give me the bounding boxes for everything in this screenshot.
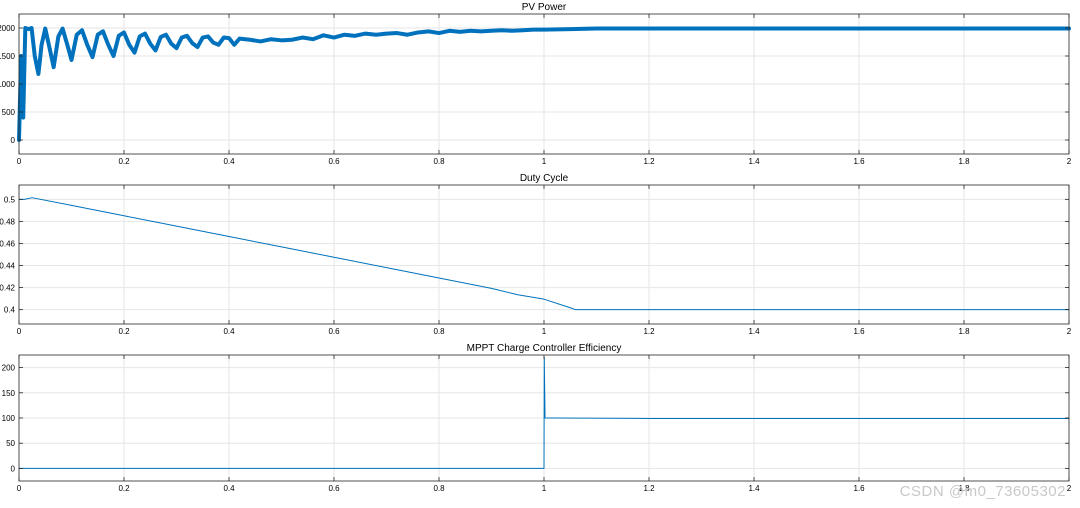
x-tick-label: 1.4 [748,157,760,166]
y-tick-label: 0 [11,464,16,473]
x-tick-label: 0.2 [118,484,130,493]
y-tick-label: 2000 [0,24,16,33]
y-tick-label: 0.46 [0,239,16,248]
plot-title: Duty Cycle [520,173,569,184]
x-tick-label: 1.4 [748,484,760,493]
x-tick-label: 2 [1067,157,1072,166]
x-tick-label: 0.8 [433,484,445,493]
y-tick-label: 500 [2,108,16,117]
x-tick-label: 1.2 [643,327,655,336]
x-tick-label: 0 [17,157,22,166]
x-tick-label: 0 [17,327,22,336]
x-tick-label: 0.6 [328,157,340,166]
y-tick-label: 150 [2,389,16,398]
y-tick-label: 0 [11,136,16,145]
plot-panel-1: 0 0.2 0.4 0.6 0.8 1 1.2 1.4 1.6 1.8 2 0 500 1000 1500 2… [0,2,1072,166]
y-tick-label: 200 [2,364,16,373]
csdn-watermark: CSDN @m0_73605302 [899,483,1066,500]
x-tick-label: 1.6 [853,484,865,493]
x-tick-label: 1.2 [643,484,655,493]
plot-panel-3: 0 0.2 0.4 0.6 0.8 1 1.2 1.4 1.6 1.8 2 0 50 100 150 200 M… [2,343,1072,493]
x-tick-label: 1.6 [853,157,865,166]
x-tick-label: 1.8 [958,484,970,493]
x-tick-label: 2 [1067,327,1072,336]
y-tick-label: 1500 [0,52,16,61]
x-tick-label: 1.4 [748,327,760,336]
x-tick-label: 0.8 [433,157,445,166]
x-tick-label: 1.2 [643,157,655,166]
series-line-1 [17,26,1071,142]
series-line-1 [18,357,1070,469]
y-tick-label: 0.42 [0,284,16,293]
y-tick-label: 0.5 [4,195,16,204]
x-tick-label: 1.8 [958,157,970,166]
x-tick-label: 0.4 [223,484,235,493]
x-tick-label: 0.6 [328,484,340,493]
y-tick-label: 0.44 [0,262,16,271]
x-tick-label: 0 [17,484,22,493]
y-tick-label: 0.48 [0,217,16,226]
x-tick-label: 1 [542,484,547,493]
x-tick-label: 0.4 [223,157,235,166]
x-tick-label: 1 [542,327,547,336]
x-tick-label: 0.2 [118,327,130,336]
plot-title: PV Power [522,2,567,13]
x-tick-label: 1.8 [958,327,970,336]
x-tick-label: 1.6 [853,327,865,336]
y-tick-label: 1000 [0,80,16,89]
y-tick-label: 50 [6,439,15,448]
x-tick-label: 0.4 [223,327,235,336]
x-tick-label: 0.2 [118,157,130,166]
plot-panel-2: 0 0.2 0.4 0.6 0.8 1 1.2 1.4 1.6 1.8 2 0.4 0.42 0.44 0.… [0,173,1072,336]
x-tick-label: 2 [1067,484,1072,493]
plot-title: MPPT Charge Controller Efficiency [467,343,622,354]
x-tick-label: 0.8 [433,327,445,336]
x-tick-label: 1 [542,157,547,166]
y-tick-label: 100 [2,414,16,423]
series-line-1 [18,197,1070,311]
y-tick-label: 0.4 [4,306,16,315]
x-tick-label: 0.6 [328,327,340,336]
